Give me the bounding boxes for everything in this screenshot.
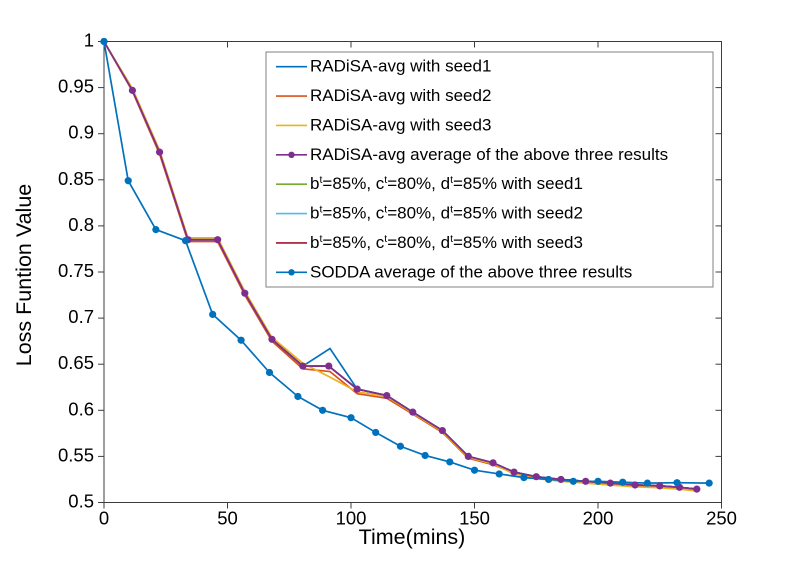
svg-text:Loss Funtion Value: Loss Funtion Value	[12, 184, 36, 366]
svg-text:bt=85%, ct=80%, dt=85% with se: bt=85%, ct=80%, dt=85% with seed1	[310, 174, 583, 193]
svg-text:0.95: 0.95	[58, 76, 94, 97]
svg-text:0.55: 0.55	[58, 444, 94, 465]
svg-text:250: 250	[706, 508, 737, 529]
svg-text:bt=85%, ct=80%, dt=85% with se: bt=85%, ct=80%, dt=85% with seed3	[310, 233, 583, 252]
svg-text:bt=85%, ct=80%, dt=85% with se: bt=85%, ct=80%, dt=85% with seed2	[310, 204, 583, 223]
svg-text:RADiSA-avg with seed1: RADiSA-avg with seed1	[310, 57, 491, 76]
svg-text:0: 0	[99, 508, 109, 529]
svg-text:0.7: 0.7	[68, 306, 94, 327]
svg-text:50: 50	[217, 508, 238, 529]
svg-text:RADiSA-avg average of the abov: RADiSA-avg average of the above three re…	[310, 145, 668, 164]
svg-text:1: 1	[84, 30, 94, 51]
svg-text:0.5: 0.5	[68, 491, 94, 512]
svg-text:0.85: 0.85	[58, 168, 94, 189]
svg-text:0.6: 0.6	[68, 398, 94, 419]
svg-text:RADiSA-avg with seed3: RADiSA-avg with seed3	[310, 115, 491, 134]
svg-text:SODDA average of the above thr: SODDA average of the above three results	[310, 262, 632, 281]
svg-text:0.8: 0.8	[68, 214, 94, 235]
svg-text:0.9: 0.9	[68, 122, 94, 143]
svg-text:200: 200	[583, 508, 614, 529]
svg-text:0.75: 0.75	[58, 260, 94, 281]
svg-text:Time(mins): Time(mins)	[359, 525, 466, 549]
svg-text:0.65: 0.65	[58, 352, 94, 373]
svg-text:RADiSA-avg with seed2: RADiSA-avg with seed2	[310, 86, 491, 105]
